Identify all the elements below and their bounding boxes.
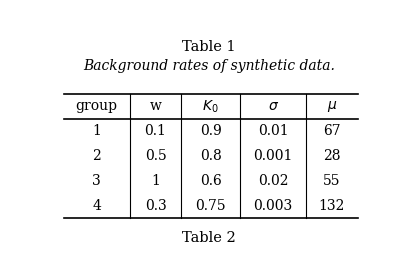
- Text: 0.02: 0.02: [258, 174, 288, 188]
- Text: 0.3: 0.3: [145, 199, 166, 213]
- Text: 0.003: 0.003: [253, 199, 293, 213]
- Text: 28: 28: [323, 149, 341, 163]
- Text: 132: 132: [319, 199, 345, 213]
- Text: 0.1: 0.1: [144, 124, 166, 138]
- Text: 0.01: 0.01: [258, 124, 288, 138]
- Text: Table 2: Table 2: [182, 231, 236, 245]
- Text: group: group: [76, 99, 118, 113]
- Text: Table 1: Table 1: [182, 40, 236, 54]
- Text: 4: 4: [92, 199, 101, 213]
- Text: 0.75: 0.75: [195, 199, 226, 213]
- Text: 2: 2: [92, 149, 101, 163]
- Text: 67: 67: [323, 124, 341, 138]
- Text: $K_0$: $K_0$: [202, 98, 219, 115]
- Text: $\mu$: $\mu$: [327, 99, 337, 114]
- Text: Background rates of synthetic data.: Background rates of synthetic data.: [83, 59, 335, 73]
- Text: 55: 55: [323, 174, 341, 188]
- Text: 0.001: 0.001: [253, 149, 293, 163]
- Text: $\sigma$: $\sigma$: [268, 99, 279, 113]
- Text: 1: 1: [92, 124, 101, 138]
- Text: 0.5: 0.5: [145, 149, 166, 163]
- Text: 3: 3: [92, 174, 101, 188]
- Text: w: w: [150, 99, 162, 113]
- Text: 0.9: 0.9: [200, 124, 222, 138]
- Text: 0.6: 0.6: [200, 174, 222, 188]
- Text: 0.8: 0.8: [200, 149, 222, 163]
- Text: 1: 1: [151, 174, 160, 188]
